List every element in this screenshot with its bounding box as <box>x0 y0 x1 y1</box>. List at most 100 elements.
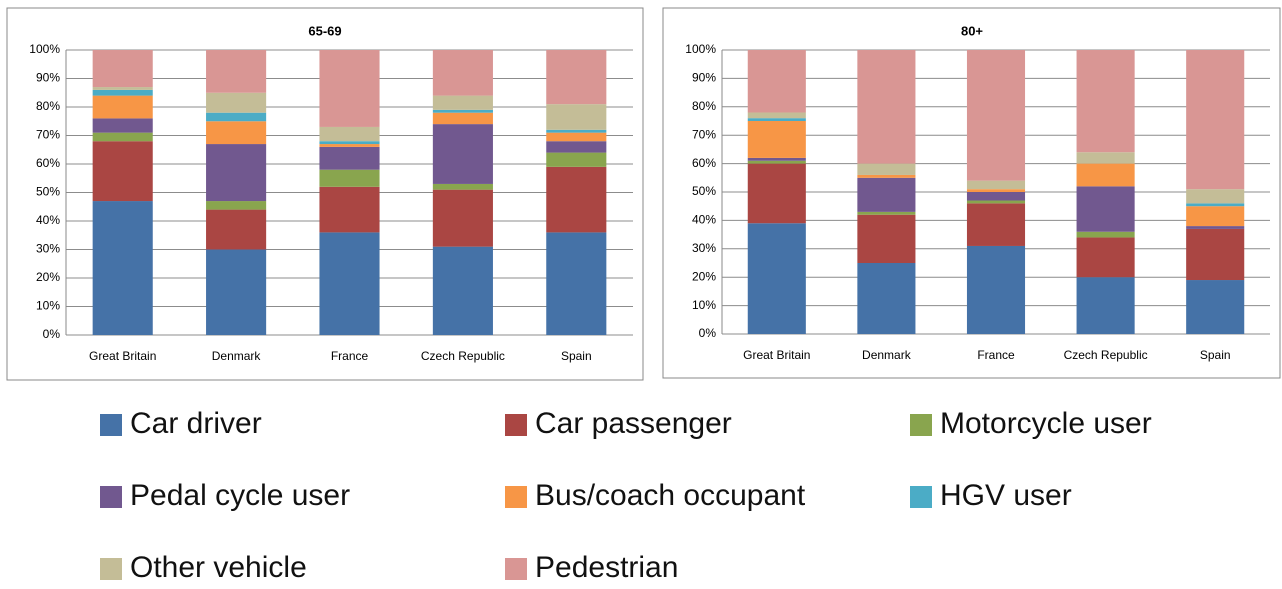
x-tick-label: Great Britain <box>89 349 156 363</box>
x-tick-label: France <box>331 349 369 363</box>
bar-segment <box>966 245 1026 334</box>
bar-segment <box>319 50 380 127</box>
bar-segment <box>546 132 607 142</box>
legend-label: Other vehicle <box>130 551 307 584</box>
y-tick-label: 10% <box>36 299 60 313</box>
y-tick-label: 0% <box>699 326 717 340</box>
bar-segment <box>1186 226 1245 229</box>
y-tick-label: 100% <box>29 42 60 56</box>
chart-title: 80+ <box>961 23 983 38</box>
y-tick-label: 60% <box>36 156 60 170</box>
bar-segment <box>1186 203 1245 207</box>
y-tick-label: 40% <box>692 213 716 227</box>
bar-segment <box>747 50 806 113</box>
bar-segment <box>966 50 1026 181</box>
bar-segment <box>1186 50 1245 190</box>
bar-segment <box>206 112 267 122</box>
bar-segment <box>206 121 267 145</box>
bar-segment <box>92 118 153 133</box>
x-tick-label: Spain <box>1200 348 1231 362</box>
bar-segment <box>319 126 380 142</box>
bar-segment <box>1186 189 1245 204</box>
legend-swatch <box>505 414 527 436</box>
x-tick-label: France <box>977 348 1015 362</box>
bar-segment <box>747 163 806 224</box>
bar-segment <box>432 95 493 110</box>
bar-segment <box>92 132 153 142</box>
bar-segment <box>747 160 806 164</box>
y-tick-label: 100% <box>685 42 716 56</box>
y-tick-label: 20% <box>36 270 60 284</box>
bar-segment <box>206 201 267 210</box>
bar-segment <box>747 121 806 158</box>
legend-swatch <box>505 558 527 580</box>
bar-segment <box>857 214 916 263</box>
y-tick-label: 50% <box>692 184 716 198</box>
bar-segment <box>857 177 916 212</box>
bar-segment <box>92 201 153 335</box>
bar-segment <box>546 166 607 233</box>
y-tick-label: 30% <box>692 241 716 255</box>
bar-segment <box>1186 206 1245 227</box>
legend-label: Car passenger <box>535 407 732 440</box>
bar-segment <box>966 180 1026 190</box>
bar-segment <box>546 129 607 133</box>
y-tick-label: 90% <box>36 71 60 85</box>
bar-segment <box>206 92 267 113</box>
bar-segment <box>432 112 493 125</box>
legend-swatch <box>910 414 932 436</box>
legend-label: Motorcycle user <box>940 407 1152 440</box>
legend-swatch <box>100 414 122 436</box>
x-tick-label: Czech Republic <box>1064 348 1148 362</box>
bar-segment <box>747 118 806 121</box>
bar-segment <box>432 124 493 184</box>
bar-segment <box>857 174 916 178</box>
y-tick-label: 70% <box>36 128 60 142</box>
x-tick-label: Spain <box>561 349 592 363</box>
bar-segment <box>92 141 153 202</box>
bar-segment <box>857 263 916 334</box>
legend-label: HGV user <box>940 479 1072 512</box>
bar-segment <box>857 50 916 164</box>
bar-segment <box>1076 163 1135 187</box>
bar-segment <box>966 189 1026 192</box>
bar-segment <box>1186 280 1245 334</box>
bar-segment <box>319 144 380 147</box>
y-tick-label: 50% <box>36 185 60 199</box>
x-tick-label: Denmark <box>212 349 262 363</box>
y-tick-label: 90% <box>692 71 716 85</box>
bar-segment <box>546 104 607 130</box>
bar-segment <box>1076 186 1135 232</box>
bar-segment <box>432 50 493 96</box>
y-tick-label: 80% <box>36 99 60 113</box>
bar-segment <box>857 163 916 175</box>
bar-segment <box>92 87 153 90</box>
y-tick-label: 0% <box>43 327 61 341</box>
bar-segment <box>1076 231 1135 238</box>
bar-segment <box>966 203 1026 246</box>
bar-segment <box>1076 277 1135 334</box>
bar-segment <box>319 186 380 233</box>
bar-segment <box>206 50 267 93</box>
legend-label: Pedal cycle user <box>130 479 350 512</box>
y-tick-label: 70% <box>692 127 716 141</box>
y-tick-label: 80% <box>692 99 716 113</box>
bar-segment <box>206 144 267 202</box>
chart-title: 65-69 <box>308 23 341 38</box>
bar-segment <box>966 192 1026 201</box>
bar-segment <box>747 112 806 119</box>
bar-segment <box>857 211 916 215</box>
bar-segment <box>546 152 607 167</box>
bar-segment <box>546 50 607 105</box>
y-tick-label: 60% <box>692 156 716 170</box>
bar-segment <box>206 209 267 250</box>
bar-segment <box>747 223 806 334</box>
bar-segment <box>546 232 607 335</box>
bar-segment <box>1076 50 1135 153</box>
y-tick-label: 30% <box>36 242 60 256</box>
x-tick-label: Czech Republic <box>421 349 505 363</box>
bar-segment <box>966 200 1026 204</box>
legend-swatch <box>505 486 527 508</box>
legend-swatch <box>100 558 122 580</box>
legend-swatch <box>100 486 122 508</box>
